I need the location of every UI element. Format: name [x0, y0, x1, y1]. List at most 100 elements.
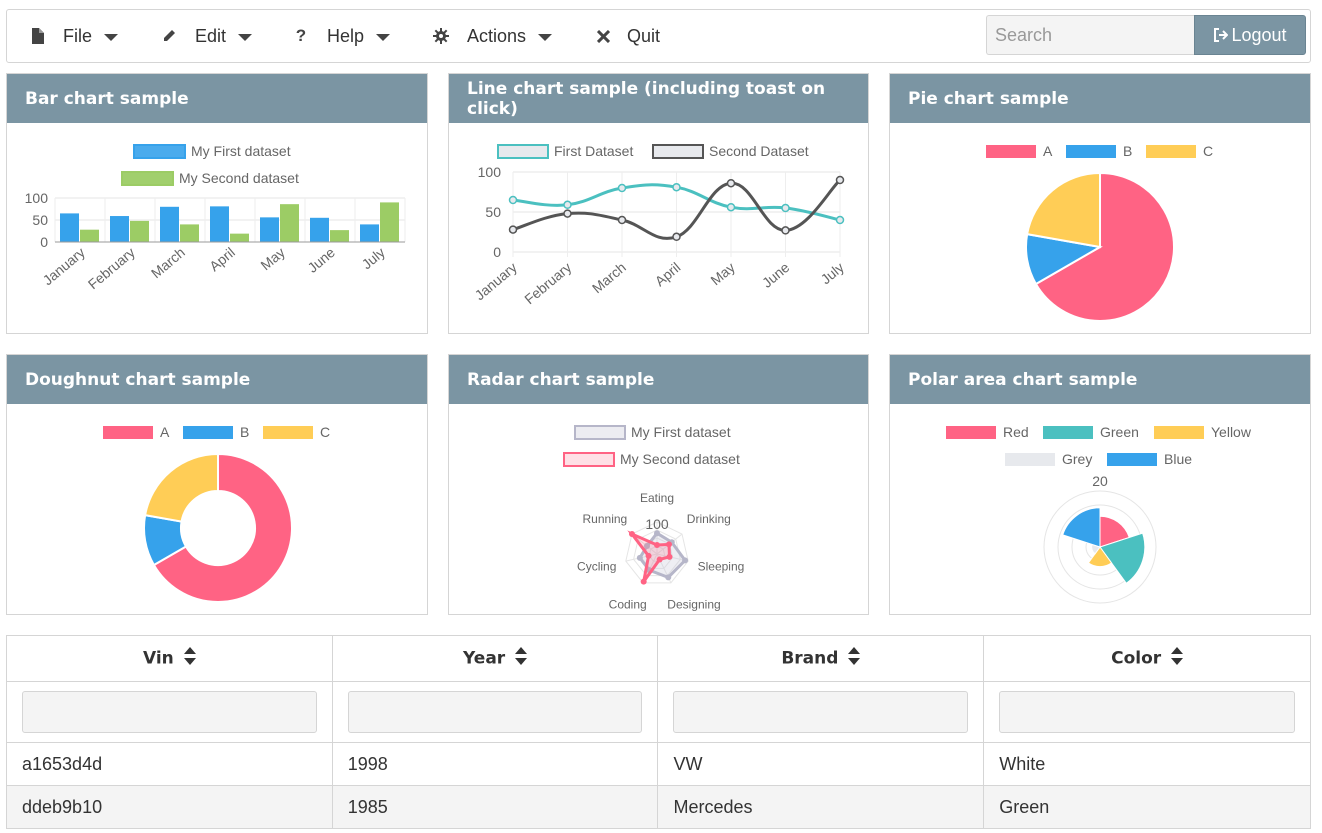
line-chart[interactable]: First Dataset Second Dataset 100 50 0January… — [449, 123, 868, 333]
x-tick-label: July — [359, 244, 388, 272]
x-tick-label: May — [257, 244, 288, 273]
x-tick-label: May — [707, 259, 738, 288]
sort-icon[interactable] — [515, 647, 528, 670]
data-point — [563, 200, 572, 210]
x-tick-label: April — [652, 259, 684, 289]
radar-axis-label: Sleeping — [698, 559, 745, 573]
panel-title: Pie chart sample — [890, 74, 1310, 123]
cell-color: Green — [983, 785, 1311, 829]
column-header-year[interactable]: Year — [331, 635, 659, 682]
menu-actions-label: Actions — [467, 25, 527, 46]
legend-swatch — [1154, 426, 1204, 439]
menu-edit[interactable]: Edit — [161, 10, 253, 62]
x-tick-label: February — [85, 244, 138, 292]
legend-swatch — [946, 426, 996, 439]
data-point — [654, 530, 660, 537]
data-point — [656, 556, 663, 563]
legend-item-second-dataset-swatch — [121, 171, 174, 186]
x-tick-label: February — [521, 259, 574, 307]
legend-swatch — [986, 145, 1036, 158]
menu-file[interactable]: File — [29, 10, 119, 62]
table-row[interactable]: ddeb9b10 1985 Mercedes Green — [6, 785, 1311, 829]
data-point — [672, 182, 681, 192]
doughnut-chart[interactable]: A B C — [7, 404, 427, 614]
pie-chart-panel: Pie chart sample A B C — [889, 73, 1311, 334]
x-tick-label: January — [471, 259, 519, 303]
file-icon — [29, 28, 45, 44]
bar — [330, 230, 349, 242]
data-point — [617, 183, 627, 193]
menu-actions[interactable]: Actions — [433, 10, 553, 62]
search-input[interactable] — [986, 15, 1196, 55]
y-tick-label: 100 — [478, 164, 502, 180]
polar-area-chart[interactable]: Red Green Yellow Grey Blue 20 — [890, 404, 1310, 614]
pie-chart[interactable]: A B C — [890, 123, 1310, 333]
slice — [152, 452, 293, 603]
cell-year: 1998 — [331, 742, 659, 786]
column-header-brand[interactable]: Brand — [657, 635, 985, 682]
data-point — [835, 175, 845, 185]
menu-help[interactable]: ? Help — [293, 10, 391, 62]
legend-label: Blue — [1164, 451, 1192, 467]
column-label: Brand — [781, 648, 839, 669]
legend-item-first-dataset-label: First Dataset — [554, 143, 633, 159]
column-header-color[interactable]: Color — [983, 635, 1311, 682]
legend-swatch — [1107, 453, 1157, 466]
legend-label: A — [1043, 143, 1053, 159]
slice — [143, 452, 219, 523]
menu-file-label: File — [63, 25, 93, 46]
data-point — [666, 541, 673, 548]
filter-input-color[interactable] — [999, 691, 1295, 733]
legend-swatch — [1066, 145, 1116, 158]
data-point — [636, 554, 643, 561]
legend-label: Yellow — [1211, 424, 1252, 440]
sign-out-icon — [1214, 28, 1229, 42]
chevron-down-icon — [238, 33, 253, 41]
data-point — [665, 574, 672, 581]
menubar: File Edit ? Help Actions Quit — [6, 9, 1311, 63]
filter-cell — [331, 681, 659, 743]
slice — [1034, 171, 1175, 322]
legend-swatch — [1146, 145, 1196, 158]
table-row[interactable]: a1653d4d 1998 VW White — [6, 742, 1311, 786]
data-point — [628, 531, 635, 538]
chevron-down-icon — [104, 33, 119, 41]
data-point — [617, 215, 627, 225]
logout-button[interactable]: Logout — [1194, 15, 1306, 55]
x-tick-label: June — [759, 259, 793, 291]
filter-input-year[interactable] — [347, 691, 643, 733]
column-header-vin[interactable]: Vin — [6, 635, 333, 682]
legend-swatch — [1043, 426, 1093, 439]
bar — [280, 204, 299, 242]
bar — [60, 213, 79, 242]
data-point — [835, 215, 845, 225]
column-label: Color — [1111, 648, 1162, 669]
legend-swatch — [183, 426, 233, 439]
legend-item-second-dataset-swatch — [563, 452, 615, 467]
logout-label: Logout — [1231, 24, 1287, 45]
sort-icon[interactable] — [848, 647, 861, 670]
radar-axis-label: Running — [583, 512, 628, 526]
filter-input-brand[interactable] — [673, 691, 969, 733]
x-tick-label: July — [818, 259, 847, 287]
question-icon: ? — [295, 26, 307, 45]
legend-label: C — [1203, 143, 1213, 159]
legend-item-second-dataset-swatch — [652, 144, 704, 159]
menu-help-label: Help — [327, 25, 365, 46]
filter-input-vin[interactable] — [22, 691, 317, 733]
filter-cell — [657, 681, 985, 743]
sort-icon[interactable] — [1171, 647, 1184, 670]
legend-swatch — [1005, 453, 1055, 466]
bar — [260, 217, 279, 242]
x-tick-label: April — [206, 244, 238, 274]
menu-quit[interactable]: Quit — [595, 10, 660, 62]
x-tick-label: June — [304, 244, 338, 276]
bar — [80, 229, 99, 242]
close-icon — [595, 28, 611, 44]
radar-chart[interactable]: My First dataset My Second dataset Eating D… — [449, 404, 868, 614]
sort-icon[interactable] — [183, 647, 196, 670]
legend-item-first-dataset-label: My First dataset — [191, 143, 291, 159]
menu-quit-label: Quit — [627, 25, 661, 46]
data-point — [563, 209, 572, 218]
